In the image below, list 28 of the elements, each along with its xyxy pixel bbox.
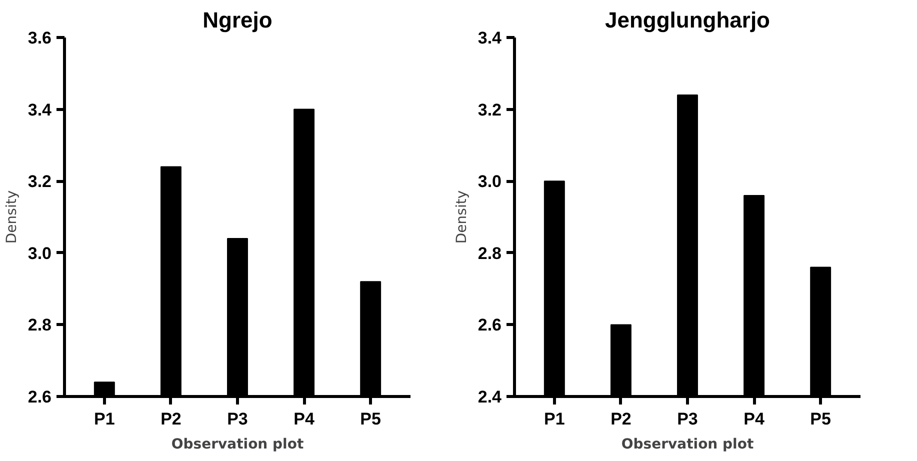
chart-title: Ngrejo (202, 8, 272, 32)
x-axis-title: Observation plot (171, 436, 304, 452)
x-tick-label: P1 (94, 410, 115, 428)
y-tick-label: 3.2 (478, 100, 502, 120)
y-tick-label: 3.2 (28, 172, 52, 192)
y-tick-label: 2.6 (28, 388, 52, 406)
y-tick-label: 2.8 (28, 316, 52, 335)
x-tick-label: P2 (610, 410, 632, 428)
y-tick-label: 3.6 (28, 28, 52, 48)
x-tick-label: P4 (294, 410, 315, 428)
y-tick-label: 3.0 (478, 172, 502, 192)
x-tick-label: P1 (544, 410, 565, 428)
x-tick-label: P4 (744, 410, 765, 428)
y-tick-label: 3.4 (478, 28, 502, 48)
y-tick-label: 3.0 (28, 244, 52, 263)
x-tick-label: P3 (227, 410, 248, 428)
chart-title: Jengglungharjo (605, 8, 770, 32)
y-axis-title: Density (454, 190, 470, 244)
y-axis-title: Density (4, 190, 20, 244)
y-tick-label: 3.4 (28, 100, 52, 120)
y-tick-label: 2.8 (478, 244, 502, 263)
y-tick-label: 2.6 (478, 316, 502, 335)
y-tick-label: 2.4 (478, 388, 502, 406)
x-tick-label: P5 (810, 410, 831, 428)
x-tick-label: P5 (360, 410, 381, 428)
x-tick-label: P3 (677, 410, 698, 428)
x-tick-label: P2 (160, 410, 182, 428)
x-axis-title: Observation plot (621, 436, 754, 452)
